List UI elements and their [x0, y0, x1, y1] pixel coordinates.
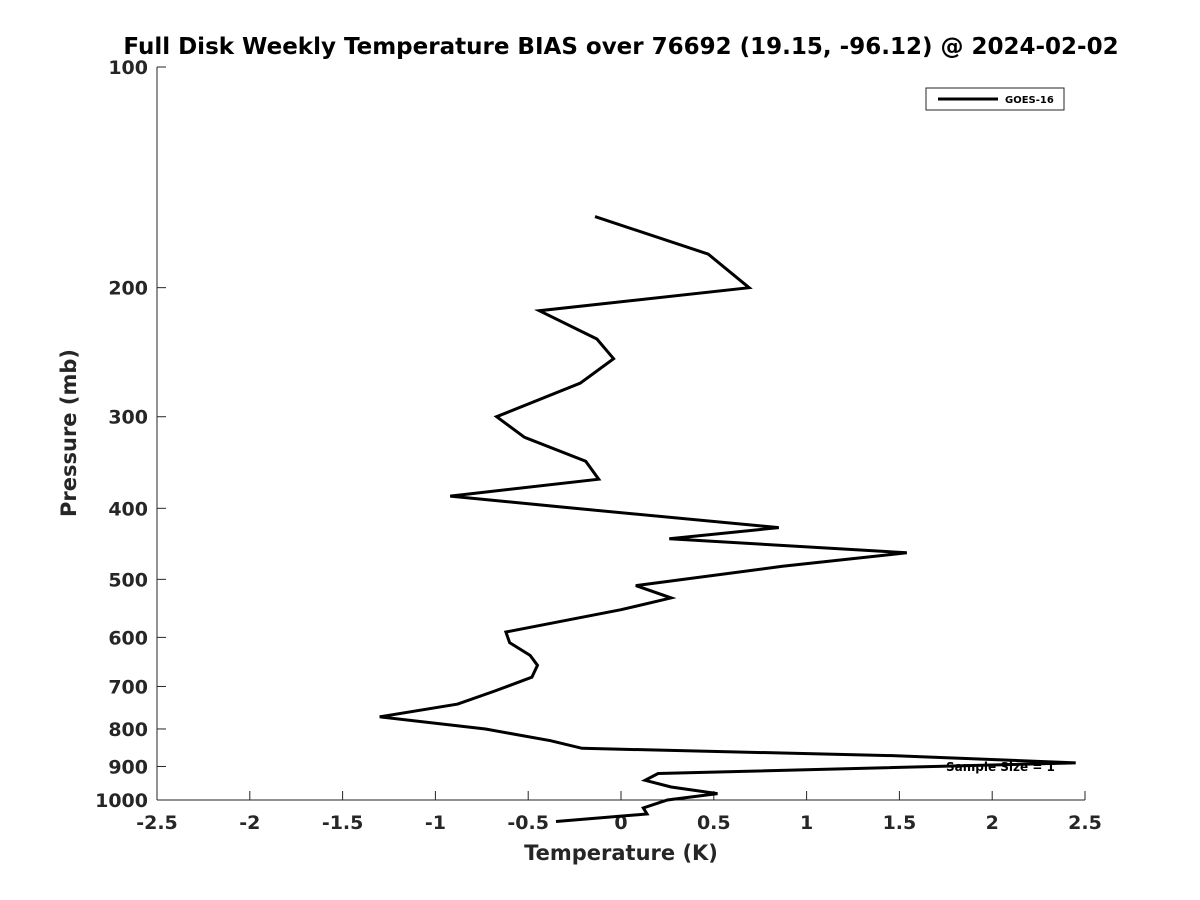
y-tick-label: 600	[108, 627, 148, 649]
plot-area: -2.5 -2 -1.5 -1 -0.5 0 0.5 1 1.5 2 2.5 10020030040…	[95, 57, 1102, 834]
y-axis-ticks: 100 200 300 400 500 600 700 800 900 1000	[95, 57, 166, 812]
x-tick-label: -1	[425, 812, 446, 834]
y-tick-label: 100	[108, 57, 148, 79]
y-tick-label: 400	[108, 498, 148, 520]
x-tick-label: -0.5	[507, 812, 549, 834]
x-tick-label: 1.5	[883, 812, 917, 834]
x-tick-label: 2	[986, 812, 999, 834]
x-tick-label: 2.5	[1068, 812, 1102, 834]
y-tick-label: 700	[108, 676, 148, 698]
y-tick-label: 300	[108, 407, 148, 429]
x-tick-label: -2	[239, 812, 260, 834]
x-axis-label: Temperature (K)	[524, 841, 718, 865]
y-tick-label: 200	[108, 278, 148, 300]
chart-title: Full Disk Weekly Temperature BIAS over 7…	[123, 34, 1118, 60]
y-tick-label: 800	[108, 719, 148, 741]
x-axis-ticks: -2.5 -2 -1.5 -1 -0.5 0 0.5 1 1.5 2 2.5	[136, 791, 1102, 834]
legend: GOES-16	[925, 87, 1065, 111]
series-layer	[379, 215, 1076, 823]
sample-size-annotation: Sample Size = 1	[946, 760, 1055, 774]
y-axis-label: Pressure (mb)	[57, 349, 81, 517]
y-tick-label: 1000	[95, 790, 148, 812]
legend-label-goes-16: GOES-16	[1005, 95, 1054, 106]
y-tick-label: 500	[108, 569, 148, 591]
x-tick-label: 1	[800, 812, 813, 834]
x-tick-label: 0.5	[697, 812, 731, 834]
x-tick-label: -2.5	[136, 812, 178, 834]
y-tick-label: 900	[108, 756, 148, 778]
series-line-goes-16	[379, 215, 1076, 823]
x-tick-label: -1.5	[322, 812, 364, 834]
